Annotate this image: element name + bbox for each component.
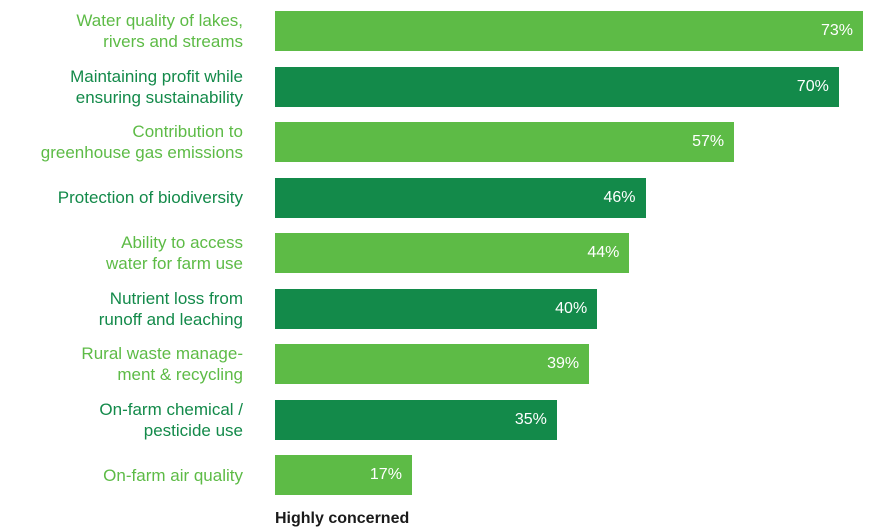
category-label: Water quality of lakes, rivers and strea… xyxy=(76,11,243,51)
category-label: Nutrient loss from runoff and leaching xyxy=(98,288,243,329)
category-label: Ability to access water for farm use xyxy=(106,233,243,273)
bar-value-label: 39% xyxy=(547,355,580,372)
bar-value-label: 73% xyxy=(820,22,853,39)
bar: 44% xyxy=(275,233,630,273)
bar-value-label: 70% xyxy=(796,77,829,95)
bar-value-label: 17% xyxy=(369,466,402,483)
bar: 46% xyxy=(275,177,646,218)
category-label: On-farm air quality xyxy=(103,465,243,485)
bar: 17% xyxy=(275,455,412,495)
bar-value-label: 35% xyxy=(514,410,547,428)
bar: 73% xyxy=(275,11,863,51)
bar-value-label: 44% xyxy=(587,244,620,261)
x-axis-label: Highly concerned xyxy=(275,510,410,527)
bar: 40% xyxy=(275,288,598,329)
bar: 57% xyxy=(275,122,735,162)
category-label: Protection of biodiversity xyxy=(57,188,243,207)
bar-value-label: 40% xyxy=(555,299,588,317)
bar-value-label: 46% xyxy=(603,188,636,206)
bar: 70% xyxy=(275,66,839,107)
category-label: Rural waste manage- ment & recycling xyxy=(81,344,243,384)
bar-value-label: 57% xyxy=(692,133,725,150)
bar: 39% xyxy=(275,344,590,384)
category-label: Contribution to greenhouse gas emissions xyxy=(40,122,243,162)
bar: 35% xyxy=(275,399,557,440)
category-label: Maintaining profit while ensuring sustai… xyxy=(70,66,243,107)
category-label: On-farm chemical / pesticide use xyxy=(99,399,243,440)
